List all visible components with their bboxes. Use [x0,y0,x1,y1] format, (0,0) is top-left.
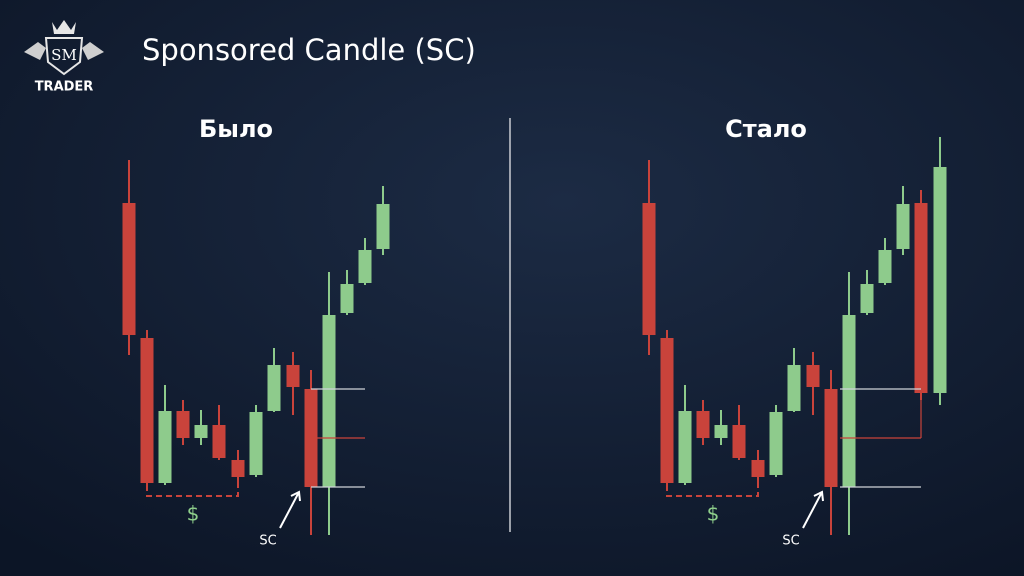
logo-name: TRADER [35,80,94,95]
candle-body [806,365,820,387]
sc-arrow [279,490,301,529]
candle-body [194,425,208,438]
logo-shield [44,37,84,76]
candle-body [842,315,856,487]
candle-body [358,250,372,283]
logo-crown [52,20,76,34]
candle-body [660,338,674,483]
sc-label: SC [782,534,799,549]
candle-body [769,412,783,475]
candle-body [914,203,928,393]
candle-body [860,284,874,313]
liquidity-dash [666,477,759,497]
logo-initials: SM [51,46,77,64]
candle-body [122,203,136,335]
candle-body [678,411,692,483]
candle-body [787,365,801,411]
candle-body [231,460,245,477]
candle-body [751,460,765,477]
candle-body [286,365,300,387]
candle-body [896,204,910,249]
dollar-sign: $ [187,502,200,526]
candle-body [933,167,947,393]
candle-body [267,365,281,411]
candle-body [824,389,838,487]
panel-heading: Было [199,115,273,143]
title: Sponsored Candle (SC) [142,33,476,67]
logo-animals [24,42,104,60]
liquidity-dash [146,477,239,497]
candle-body [642,203,656,335]
dollar-sign: $ [707,502,720,526]
candle-body [376,204,390,249]
candles [122,137,947,535]
candle-body [249,412,263,475]
candle-body [140,338,154,483]
candle-body [212,425,226,458]
sc-arrow [802,490,824,529]
candle-body [176,411,190,438]
candle-body [340,284,354,313]
candle-body [714,425,728,438]
candle-body [158,411,172,483]
candle-body [696,411,710,438]
candle-body [322,315,336,487]
candle-body [878,250,892,283]
sc-label: SC [259,534,276,549]
logo: SM TRADER [24,20,104,95]
candle-body [732,425,746,458]
panel-heading: Стало [725,115,807,143]
